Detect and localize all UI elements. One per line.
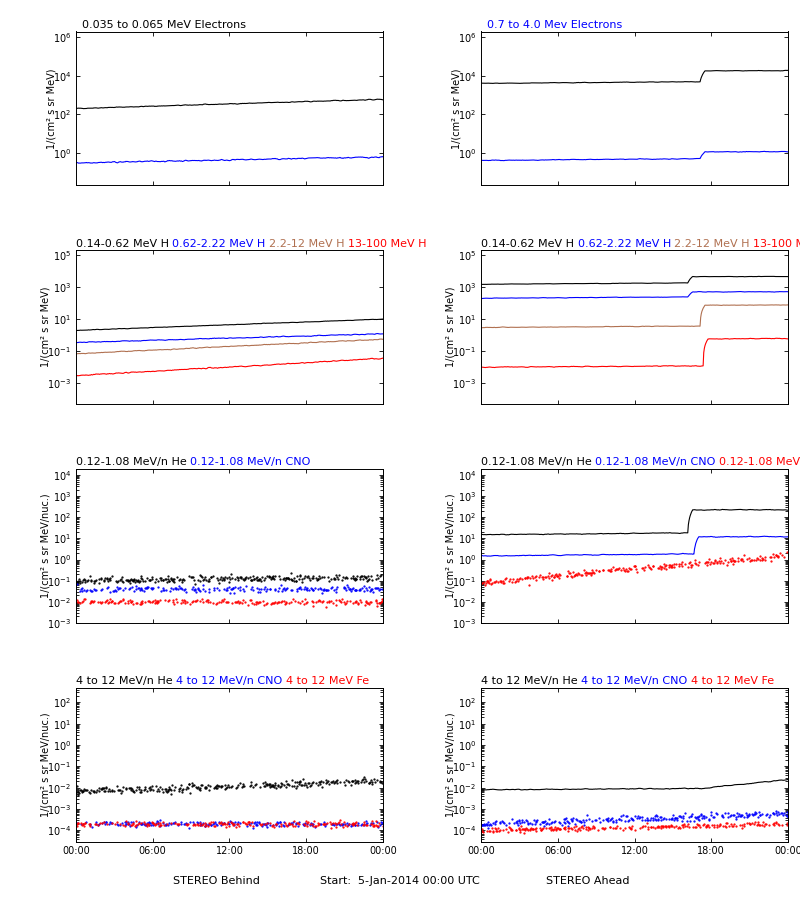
Text: 4 to 12 MeV Fe: 4 to 12 MeV Fe <box>286 676 373 686</box>
Text: Start:  5-Jan-2014 00:00 UTC: Start: 5-Jan-2014 00:00 UTC <box>320 876 480 886</box>
Text: 0.12-1.08 MeV/n CNO: 0.12-1.08 MeV/n CNO <box>190 457 314 467</box>
Text: 4 to 12 MeV Fe: 4 to 12 MeV Fe <box>691 676 778 686</box>
Y-axis label: 1/(cm² s sr MeV/nuc.): 1/(cm² s sr MeV/nuc.) <box>41 493 50 598</box>
Text: 0.62-2.22 MeV H: 0.62-2.22 MeV H <box>578 238 674 248</box>
Text: 0.12-1.08 MeV/n He: 0.12-1.08 MeV/n He <box>76 457 190 467</box>
Text: 2.2-12 MeV H: 2.2-12 MeV H <box>270 238 348 248</box>
Text: 0.12-1.08 MeV Fe: 0.12-1.08 MeV Fe <box>719 457 800 467</box>
Text: 4 to 12 MeV/n CNO: 4 to 12 MeV/n CNO <box>582 676 691 686</box>
Text: STEREO Behind: STEREO Behind <box>173 876 259 886</box>
Text: 0.62-2.22 MeV H: 0.62-2.22 MeV H <box>173 238 270 248</box>
Y-axis label: 1/(cm² s sr MeV): 1/(cm² s sr MeV) <box>41 287 50 367</box>
Text: 0.12-1.08 MeV/n CNO: 0.12-1.08 MeV/n CNO <box>595 457 719 467</box>
Text: 0.035 to 0.065 MeV Electrons: 0.035 to 0.065 MeV Electrons <box>82 20 246 30</box>
Text: 13-100 MeV H: 13-100 MeV H <box>348 238 430 248</box>
Text: 4 to 12 MeV/n He: 4 to 12 MeV/n He <box>481 676 582 686</box>
Y-axis label: 1/(cm² s sr MeV/nuc.): 1/(cm² s sr MeV/nuc.) <box>446 712 456 817</box>
Y-axis label: 1/(cm² s sr MeV/nuc.): 1/(cm² s sr MeV/nuc.) <box>446 493 456 598</box>
Y-axis label: 1/(cm² s sr MeV): 1/(cm² s sr MeV) <box>46 68 56 148</box>
Text: 2.2-12 MeV H: 2.2-12 MeV H <box>674 238 754 248</box>
Y-axis label: 1/(cm² s sr MeV): 1/(cm² s sr MeV) <box>451 68 462 148</box>
Text: 4 to 12 MeV/n He: 4 to 12 MeV/n He <box>76 676 176 686</box>
Y-axis label: 1/(cm² s sr MeV): 1/(cm² s sr MeV) <box>446 287 456 367</box>
Text: 4 to 12 MeV/n CNO: 4 to 12 MeV/n CNO <box>176 676 286 686</box>
Text: STEREO Ahead: STEREO Ahead <box>546 876 630 886</box>
Text: 0.14-0.62 MeV H: 0.14-0.62 MeV H <box>481 238 578 248</box>
Text: 13-100 MeV H: 13-100 MeV H <box>754 238 800 248</box>
Text: 0.14-0.62 MeV H: 0.14-0.62 MeV H <box>76 238 173 248</box>
Text: 0.12-1.08 MeV/n He: 0.12-1.08 MeV/n He <box>481 457 595 467</box>
Y-axis label: 1/(cm² s sr MeV/nuc.): 1/(cm² s sr MeV/nuc.) <box>41 712 50 817</box>
Text: 0.7 to 4.0 Mev Electrons: 0.7 to 4.0 Mev Electrons <box>487 20 622 30</box>
